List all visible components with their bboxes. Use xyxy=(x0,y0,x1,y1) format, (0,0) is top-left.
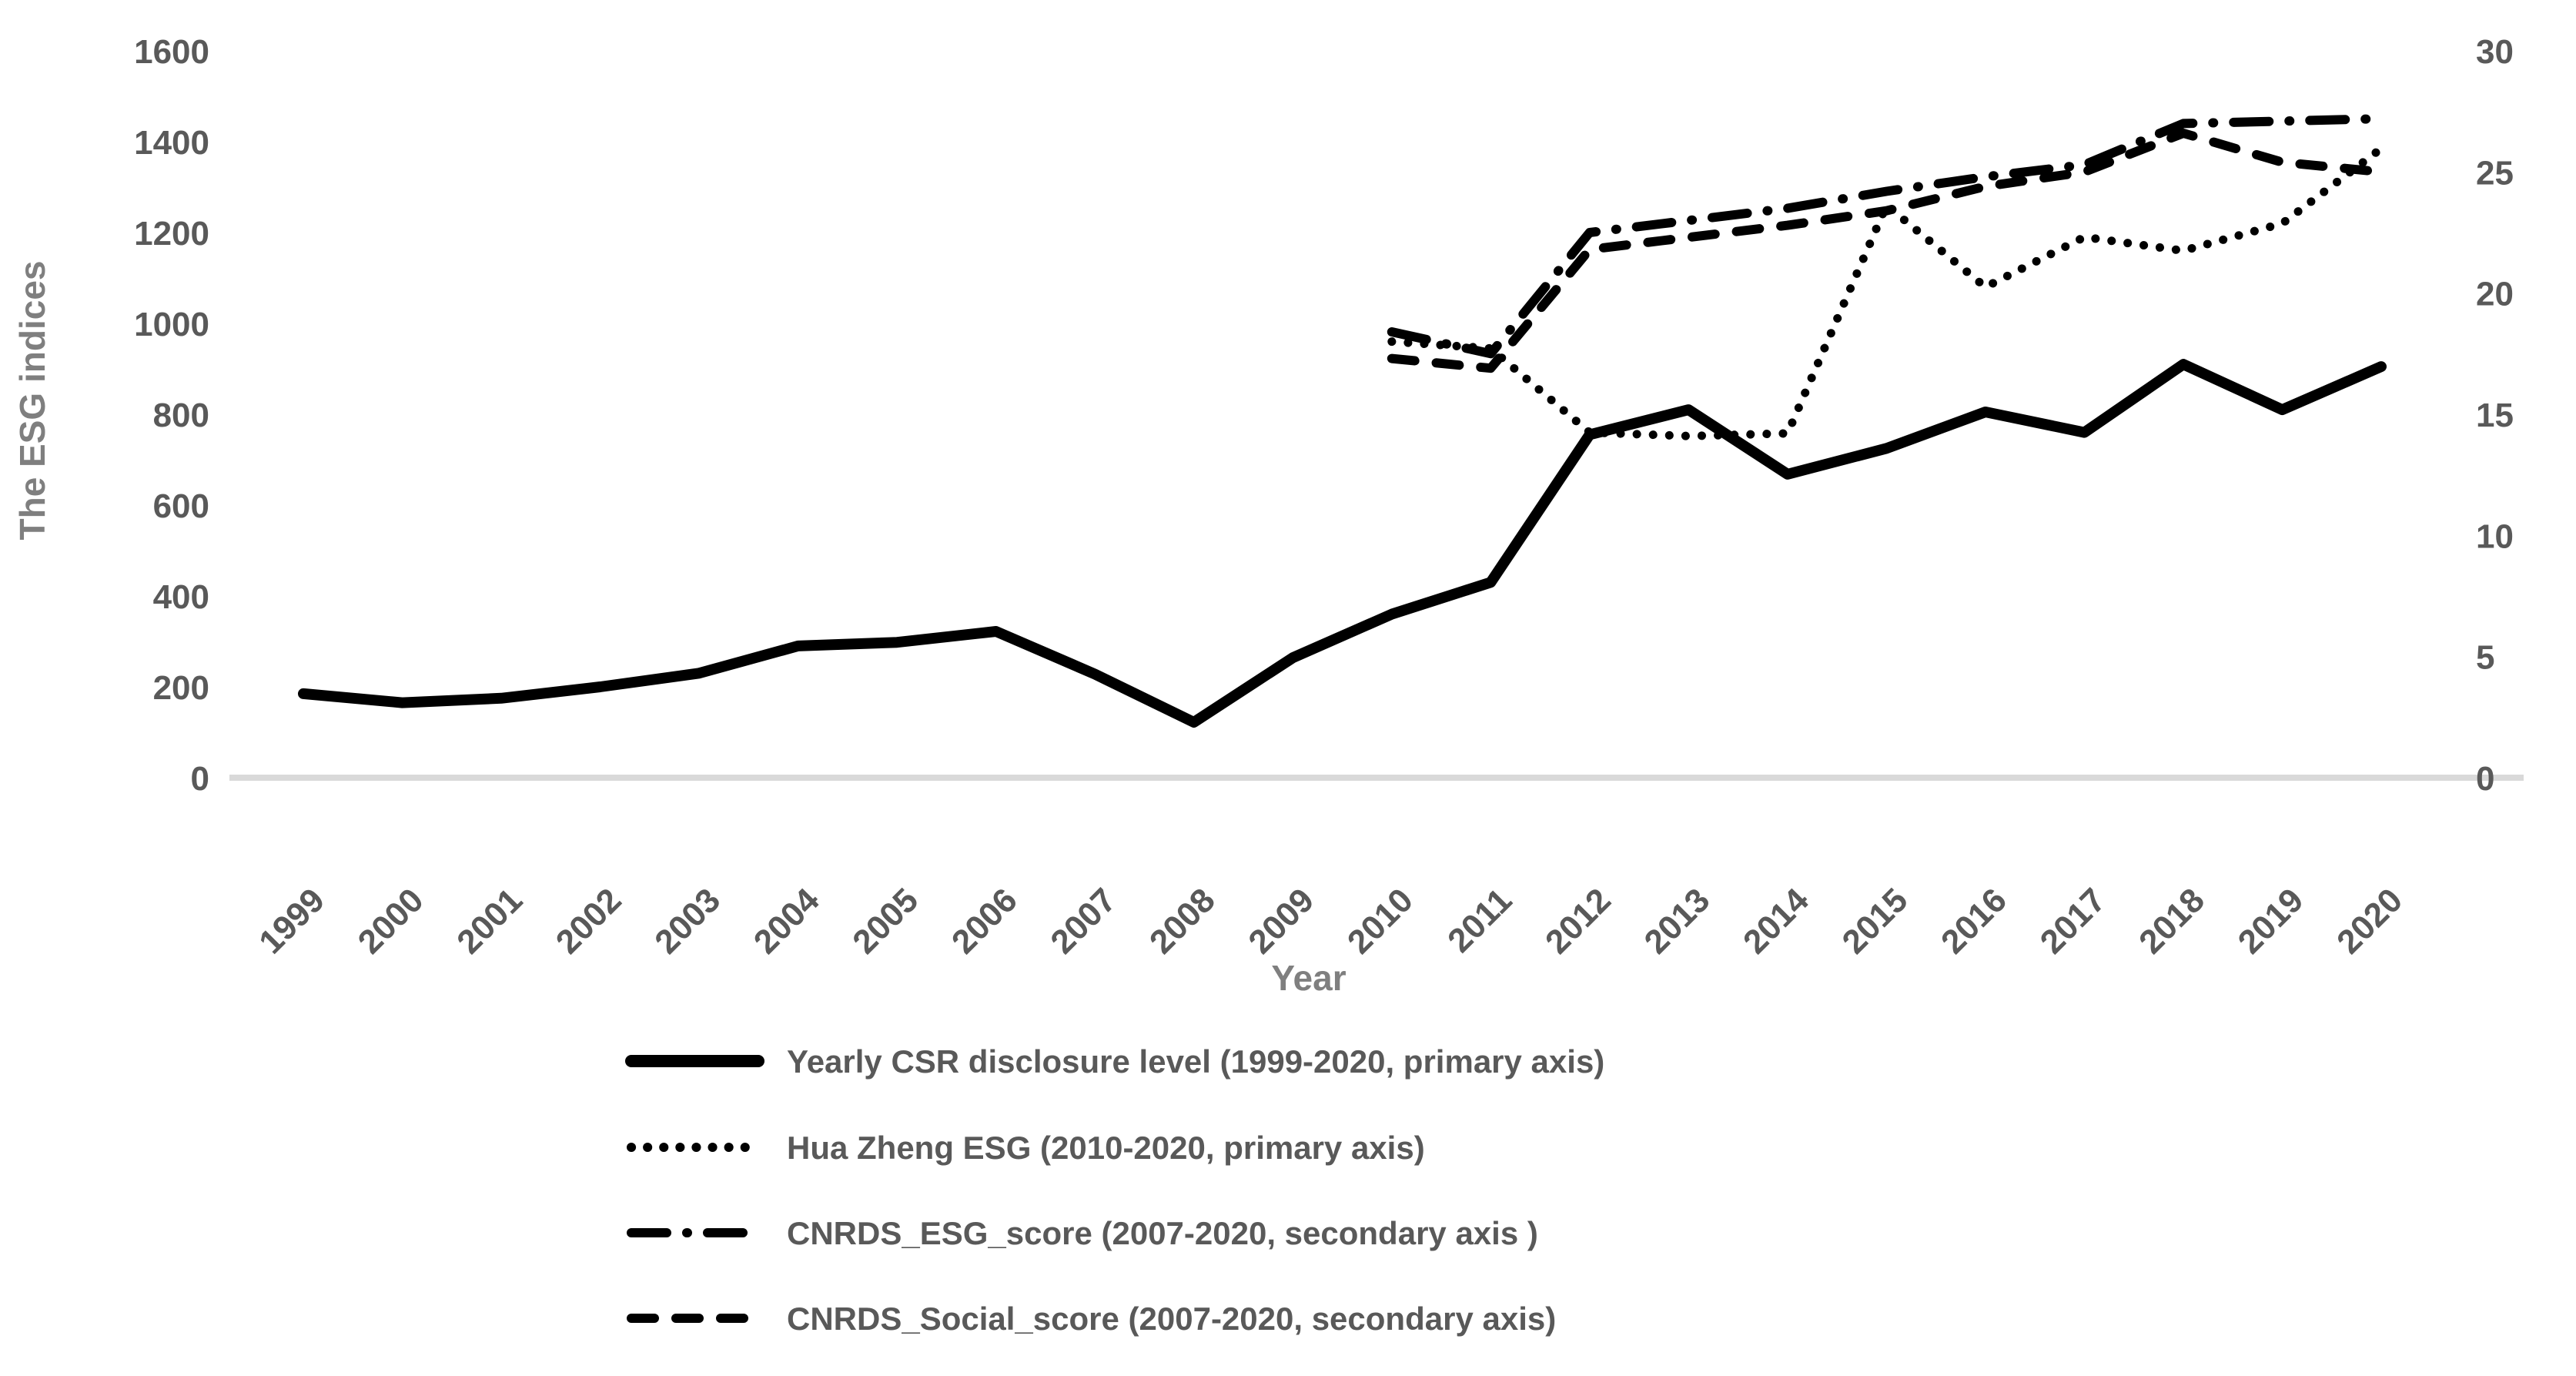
legend-item: CNRDS_ESG_score (2007-2020, secondary ax… xyxy=(627,1215,1538,1251)
legend: Yearly CSR disclosure level (1999-2020, … xyxy=(625,1043,1604,1337)
right-axis-tick-label: 10 xyxy=(2476,517,2514,555)
x-axis-tick-label: 2003 xyxy=(647,881,728,961)
x-axis-tick-label: 2010 xyxy=(1340,881,1420,961)
legend-item: CNRDS_Social_score (2007-2020, secondary… xyxy=(627,1301,1556,1337)
x-axis-tick-label: 2020 xyxy=(2330,881,2410,961)
x-axis-tick-label: 2006 xyxy=(945,881,1025,961)
left-axis-tick-label: 1600 xyxy=(134,33,209,71)
series-line-dashed xyxy=(1387,129,2386,373)
x-axis-tick-label: 2007 xyxy=(1043,881,1123,961)
x-axis-tick-label: 2013 xyxy=(1638,881,1718,961)
x-axis-tick-label: 2002 xyxy=(549,881,629,961)
legend-label: Hua Zheng ESG (2010-2020, primary axis) xyxy=(787,1130,1425,1166)
x-axis-tick-label: 2005 xyxy=(845,881,925,961)
left-axis-tick-label: 1400 xyxy=(134,124,209,162)
series-line-solid xyxy=(298,359,2387,728)
legend-label: Yearly CSR disclosure level (1999-2020, … xyxy=(787,1043,1604,1080)
left-axis-tick-label: 400 xyxy=(153,578,209,616)
x-axis-tick-label: 2014 xyxy=(1736,881,1816,961)
x-axis-tick-label: 2019 xyxy=(2231,881,2311,961)
left-axis-tick-label: 1200 xyxy=(134,215,209,253)
left-axis-tick-label: 1000 xyxy=(134,306,209,343)
legend-label: CNRDS_Social_score (2007-2020, secondary… xyxy=(787,1301,1556,1337)
legend-label: CNRDS_ESG_score (2007-2020, secondary ax… xyxy=(787,1215,1538,1251)
legend-item: Hua Zheng ESG (2010-2020, primary axis) xyxy=(627,1130,1425,1166)
x-axis-tick-label: 2018 xyxy=(2132,881,2212,961)
tick-label-layer: 0 200 400 600 800 1000 1200 1400 1600 0 5 10 15 20 25 3… xyxy=(134,33,2514,961)
right-axis-tick-label: 5 xyxy=(2476,639,2494,677)
left-axis-tick-label: 800 xyxy=(153,397,209,434)
right-axis-tick-label: 25 xyxy=(2476,154,2514,192)
left-axis-tick-label: 200 xyxy=(153,669,209,707)
right-axis-tick-label: 15 xyxy=(2476,397,2514,434)
series-line-dash-dot xyxy=(1387,114,2386,359)
x-axis-tick-label: 2008 xyxy=(1142,881,1223,961)
x-axis-tick-label: 2016 xyxy=(1934,881,2014,961)
series-layer xyxy=(298,114,2387,728)
right-axis-tick-label: 0 xyxy=(2476,760,2494,798)
right-axis-tick-label: 30 xyxy=(2476,33,2514,71)
left-axis-tick-label: 0 xyxy=(191,760,209,798)
x-axis-tick-label: 2015 xyxy=(1835,881,1915,961)
x-axis-tick-label: 2011 xyxy=(1440,881,1519,959)
x-axis-tick-label: 2004 xyxy=(747,881,827,961)
x-axis-tick-label: 2009 xyxy=(1241,881,1321,961)
legend-item: Yearly CSR disclosure level (1999-2020, … xyxy=(625,1043,1604,1080)
x-axis-tick-label: 2017 xyxy=(2033,881,2113,961)
right-axis-tick-label: 20 xyxy=(2476,276,2514,313)
x-axis-tick-label: 2001 xyxy=(450,881,530,961)
y-axis-title: The ESG indices xyxy=(12,261,52,541)
x-axis-tick-label: 2012 xyxy=(1538,881,1618,961)
x-axis-tick-label: 1999 xyxy=(252,881,332,961)
x-axis-title: Year xyxy=(1271,958,1346,998)
x-axis-tick-label: 2000 xyxy=(351,881,431,961)
left-axis-tick-label: 600 xyxy=(153,487,209,525)
